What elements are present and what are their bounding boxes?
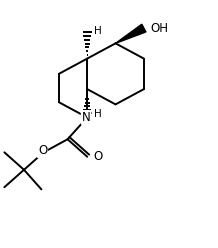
Text: H: H <box>94 26 102 36</box>
Text: N: N <box>82 111 90 124</box>
Text: O: O <box>93 150 102 163</box>
Text: O: O <box>38 144 47 157</box>
Polygon shape <box>116 24 146 43</box>
Text: OH: OH <box>150 22 168 34</box>
Text: H: H <box>94 109 102 119</box>
